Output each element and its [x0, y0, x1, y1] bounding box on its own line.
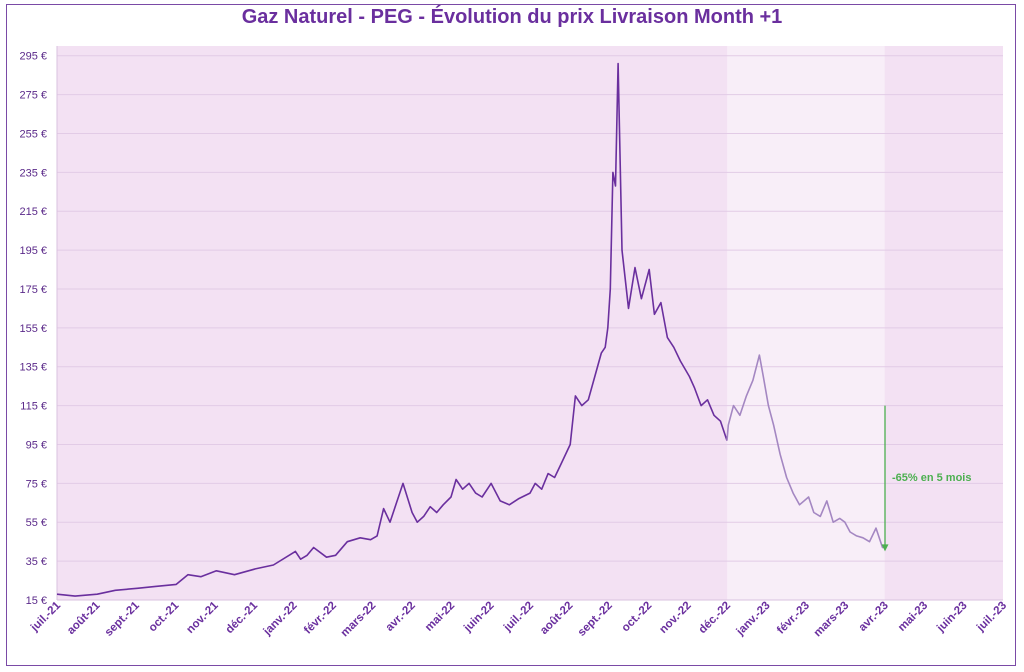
x-tick-label: sept.-21: [103, 599, 143, 639]
x-tick-label: mars-22: [339, 600, 379, 640]
y-tick-label: 255 €: [19, 128, 47, 140]
x-tick-label: juin-23: [934, 600, 969, 635]
series-line-1: [56, 62, 728, 597]
x-tick-label: janv.-22: [261, 600, 300, 639]
y-tick-label: 275 €: [19, 90, 47, 102]
x-tick-label: oct.-21: [147, 599, 182, 634]
x-tick-label: nov.-22: [657, 600, 693, 636]
x-tick-label: mars-23: [812, 600, 852, 640]
x-tick-label: janv.-23: [734, 600, 773, 639]
x-tick-label: mai-23: [896, 600, 930, 634]
x-tick-label: déc.-22: [697, 600, 734, 637]
annotation-arrow-head: [881, 544, 889, 552]
x-tick-label: août-21: [65, 599, 103, 637]
y-tick-label: 95 €: [26, 439, 47, 451]
x-tick-label: juil.-22: [501, 600, 536, 635]
y-tick-label: 55 €: [26, 517, 47, 529]
y-tick-label: 115 €: [20, 401, 47, 413]
y-tick-label: 235 €: [19, 167, 47, 179]
y-tick-label: 195 €: [19, 245, 47, 257]
x-tick-label: avr.-22: [384, 600, 418, 634]
y-tick-label: 75 €: [26, 478, 47, 490]
x-tick-label: juil.-23: [974, 600, 1009, 635]
highlight-band: [727, 46, 885, 600]
y-tick-label: 135 €: [19, 362, 47, 374]
annotation-label: -65% en 5 mois: [892, 472, 971, 484]
chart-title: Gaz Naturel - PEG - Évolution du prix Li…: [241, 6, 783, 28]
y-tick-label: 215 €: [19, 206, 47, 218]
x-tick-label: avr.-23: [857, 600, 891, 634]
x-tick-label: févr.-22: [302, 600, 339, 637]
x-tick-label: août-22: [538, 600, 575, 637]
y-tick-label: 155 €: [19, 323, 47, 335]
x-tick-label: févr.-23: [775, 600, 812, 637]
x-tick-label: oct.-22: [620, 600, 655, 635]
x-tick-label: mai-22: [423, 600, 457, 634]
x-tick-label: juin-22: [461, 600, 496, 635]
y-tick-label: 175 €: [19, 284, 47, 296]
series-line-2: [726, 354, 886, 549]
x-tick-label: sept.-22: [576, 600, 615, 639]
y-tick-label: 15 €: [26, 595, 47, 607]
x-tick-label: nov.-21: [184, 599, 221, 636]
y-tick-label: 35 €: [26, 556, 47, 568]
y-tick-label: 295 €: [19, 51, 47, 63]
x-tick-label: déc.-21: [224, 599, 261, 636]
